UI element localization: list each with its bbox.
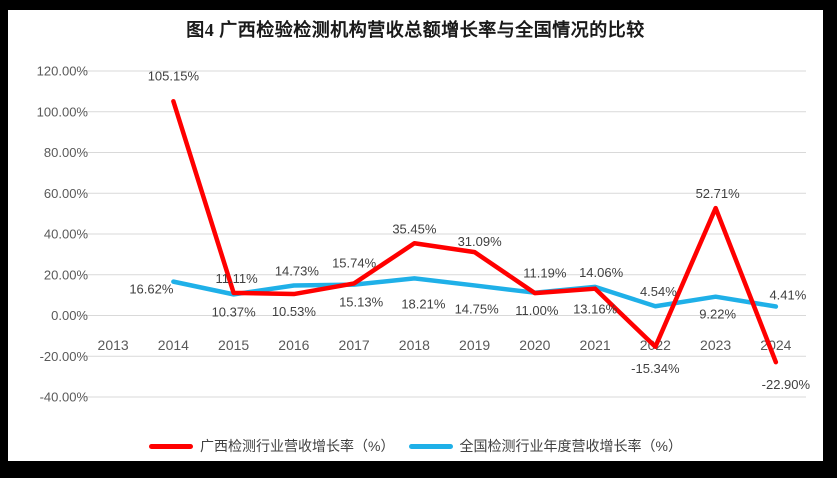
x-axis-tick-label: 2021	[580, 337, 611, 353]
data-label: 11.19%	[523, 266, 567, 281]
data-label: 16.62%	[129, 282, 174, 297]
data-label: 11.00%	[515, 303, 559, 318]
x-axis-tick-label: 2013	[98, 337, 129, 353]
data-label: 14.73%	[275, 263, 320, 278]
data-label: 10.37%	[212, 304, 257, 319]
chart-title: 图4 广西检验检测机构营收总额增长率与全国情况的比较	[186, 20, 645, 40]
y-axis-tick-label: 100.00%	[37, 104, 89, 119]
data-label: 4.54%	[640, 284, 677, 299]
x-axis-tick-label: 2014	[158, 337, 189, 353]
legend-label-national: 全国检测行业年度营收增长率（%）	[459, 438, 682, 454]
data-label: 13.16%	[573, 302, 618, 317]
legend-item-national: 全国检测行业年度营收增长率（%）	[408, 436, 682, 456]
legend-line-swatch-national	[408, 443, 453, 449]
y-axis-tick-label: 120.00%	[37, 64, 89, 79]
x-axis-tick-label: 2017	[339, 337, 370, 353]
y-axis-tick-label: 40.00%	[44, 227, 89, 242]
data-label: 9.22%	[699, 307, 736, 322]
data-label: 35.45%	[392, 221, 437, 236]
series-line-guangxi	[171, 99, 779, 365]
data-label: 18.21%	[401, 296, 446, 311]
data-label: 31.09%	[458, 234, 503, 249]
y-axis-tick-label: 0.00%	[51, 308, 88, 323]
y-axis-tick-label: 60.00%	[44, 186, 89, 201]
y-axis-tick-label: 80.00%	[44, 145, 89, 160]
legend-line-swatch-guangxi	[149, 443, 194, 449]
x-axis-tick-label: 2019	[459, 337, 490, 353]
data-label: 52.71%	[696, 186, 741, 201]
chart-page: 图4 广西检验检测机构营收总额增长率与全国情况的比较 120.00% 100.00…	[8, 10, 823, 461]
x-axis-tick-label: 2018	[399, 337, 430, 353]
x-axis-tick-label: 2020	[519, 337, 550, 353]
y-axis-tick-label: 20.00%	[44, 267, 89, 282]
x-axis-tick-label: 2023	[700, 337, 731, 353]
x-axis-tick-label: 2016	[278, 337, 309, 353]
legend-label-guangxi: 广西检测行业营收增长率（%）	[200, 438, 395, 454]
data-label: 4.41%	[769, 288, 806, 303]
data-label: 105.15%	[148, 68, 200, 83]
data-label: 15.74%	[332, 255, 377, 270]
line-chart-plot-area: 120.00% 100.00% 80.00% 60.00% 40.00% 20.00% 0.…	[37, 64, 811, 405]
x-axis-tick-label: 2015	[218, 337, 249, 353]
data-label: 10.53%	[272, 304, 317, 319]
y-axis-tick-label: -40.00%	[40, 390, 89, 405]
y-axis-tick-label: -20.00%	[40, 349, 89, 364]
data-label: -22.90%	[762, 377, 811, 392]
data-label: 14.06%	[579, 265, 624, 280]
data-label: 15.13%	[339, 295, 384, 310]
data-label: 14.75%	[455, 301, 500, 316]
chart-legend: 广西检测行业营收增长率（%） 全国检测行业年度营收增长率（%）	[8, 436, 823, 456]
data-label: -15.34%	[631, 361, 680, 376]
legend-item-guangxi: 广西检测行业营收增长率（%）	[149, 436, 395, 456]
data-label: 11.11%	[216, 271, 259, 286]
